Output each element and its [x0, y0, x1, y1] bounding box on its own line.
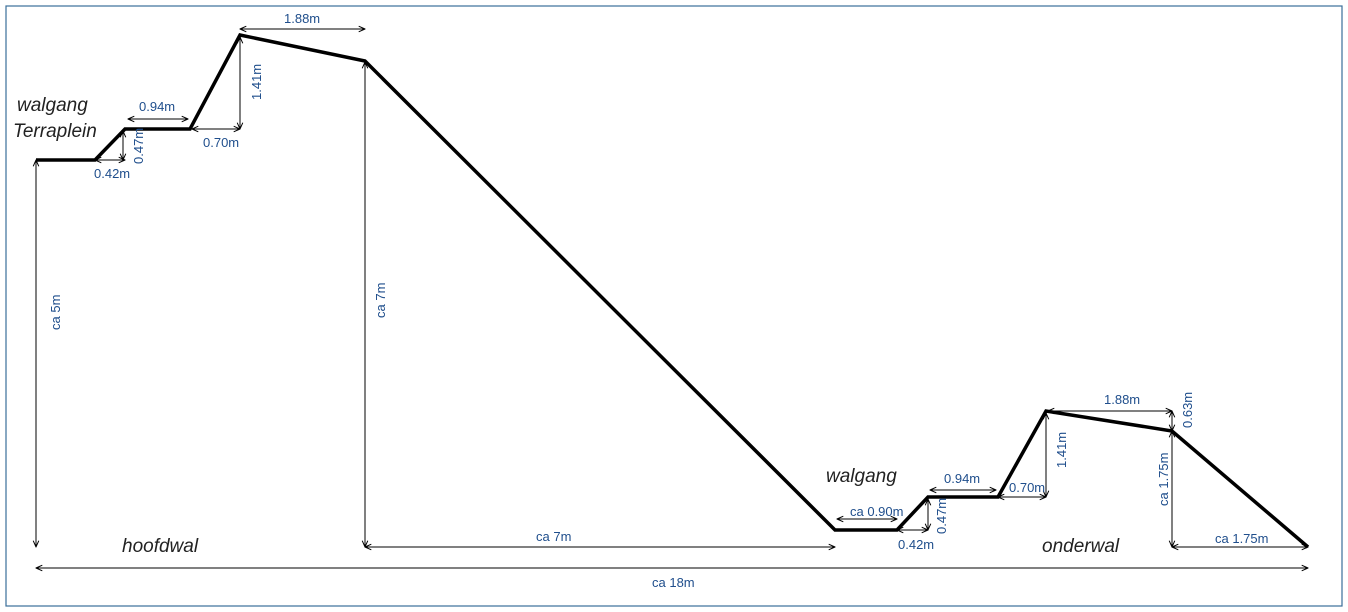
right-0-94-label: 0.94m	[944, 471, 980, 486]
left-0-70-label: 0.70m	[203, 135, 239, 150]
left-0-47-label: 0.47m	[131, 128, 146, 164]
right-1-88-label: 1.88m	[1104, 392, 1140, 407]
right-0-47-label: 0.47m	[934, 498, 949, 534]
walgang-label: walgang	[826, 466, 897, 487]
right-0-63-label: 0.63m	[1180, 392, 1195, 428]
right-0-70-label: 0.70m	[1009, 480, 1045, 495]
hoofdwal-label: hoofdwal	[122, 536, 199, 557]
right-0-42-label: 0.42m	[898, 537, 934, 552]
ca-7m-horizontal-label: ca 7m	[536, 529, 571, 544]
onderwal-label: onderwal	[1042, 536, 1120, 557]
walgang-terraplein-label-1: walgang	[17, 95, 88, 116]
right-1-41-label: 1.41m	[1054, 432, 1069, 468]
ca-7m-vertical-label: ca 7m	[373, 283, 388, 318]
left-1-88-label: 1.88m	[284, 11, 320, 26]
left-0-42-label: 0.42m	[94, 166, 130, 181]
ca-1-75-horizontal-label: ca 1.75m	[1215, 531, 1268, 546]
rampart-profile-line	[36, 33, 1310, 549]
diagram-frame	[5, 5, 1343, 607]
ca-5m-label: ca 5m	[48, 295, 63, 330]
walgang-terraplein-label-2: Terraplein	[13, 121, 97, 142]
ca-0-90-label: ca 0.90m	[850, 504, 903, 519]
left-1-41-label: 1.41m	[249, 64, 264, 100]
ca-18m-label: ca 18m	[652, 575, 695, 590]
ca-1-75-vertical-label: ca 1.75m	[1156, 453, 1171, 506]
left-0-94-label: 0.94m	[139, 99, 175, 114]
